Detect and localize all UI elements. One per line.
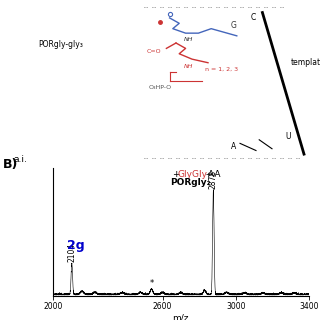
Text: a.i.: a.i. (13, 155, 27, 164)
Text: PORgly₂: PORgly₂ (170, 178, 210, 187)
Text: G: G (231, 20, 236, 29)
Text: O₃HP-O: O₃HP-O (148, 85, 172, 90)
Text: 2104: 2104 (67, 243, 76, 262)
Text: 2878: 2878 (209, 170, 218, 189)
Text: NH: NH (184, 64, 194, 69)
Text: B): B) (3, 158, 19, 172)
Text: C=O: C=O (147, 49, 162, 53)
Text: *: * (149, 279, 154, 288)
Text: U: U (285, 132, 291, 141)
Text: template: template (291, 58, 320, 67)
Text: n = 1, 2, 3: n = 1, 2, 3 (205, 67, 238, 71)
X-axis label: m/z: m/z (172, 313, 189, 320)
Text: PORgly-gly₃: PORgly-gly₃ (38, 40, 83, 49)
Text: NH: NH (184, 37, 194, 42)
Text: -AA: -AA (205, 171, 221, 180)
Text: GlyGly: GlyGly (177, 171, 207, 180)
Text: +: + (172, 171, 179, 180)
Text: 2g: 2g (67, 238, 84, 252)
Text: C: C (250, 13, 255, 22)
Text: A: A (231, 142, 236, 151)
